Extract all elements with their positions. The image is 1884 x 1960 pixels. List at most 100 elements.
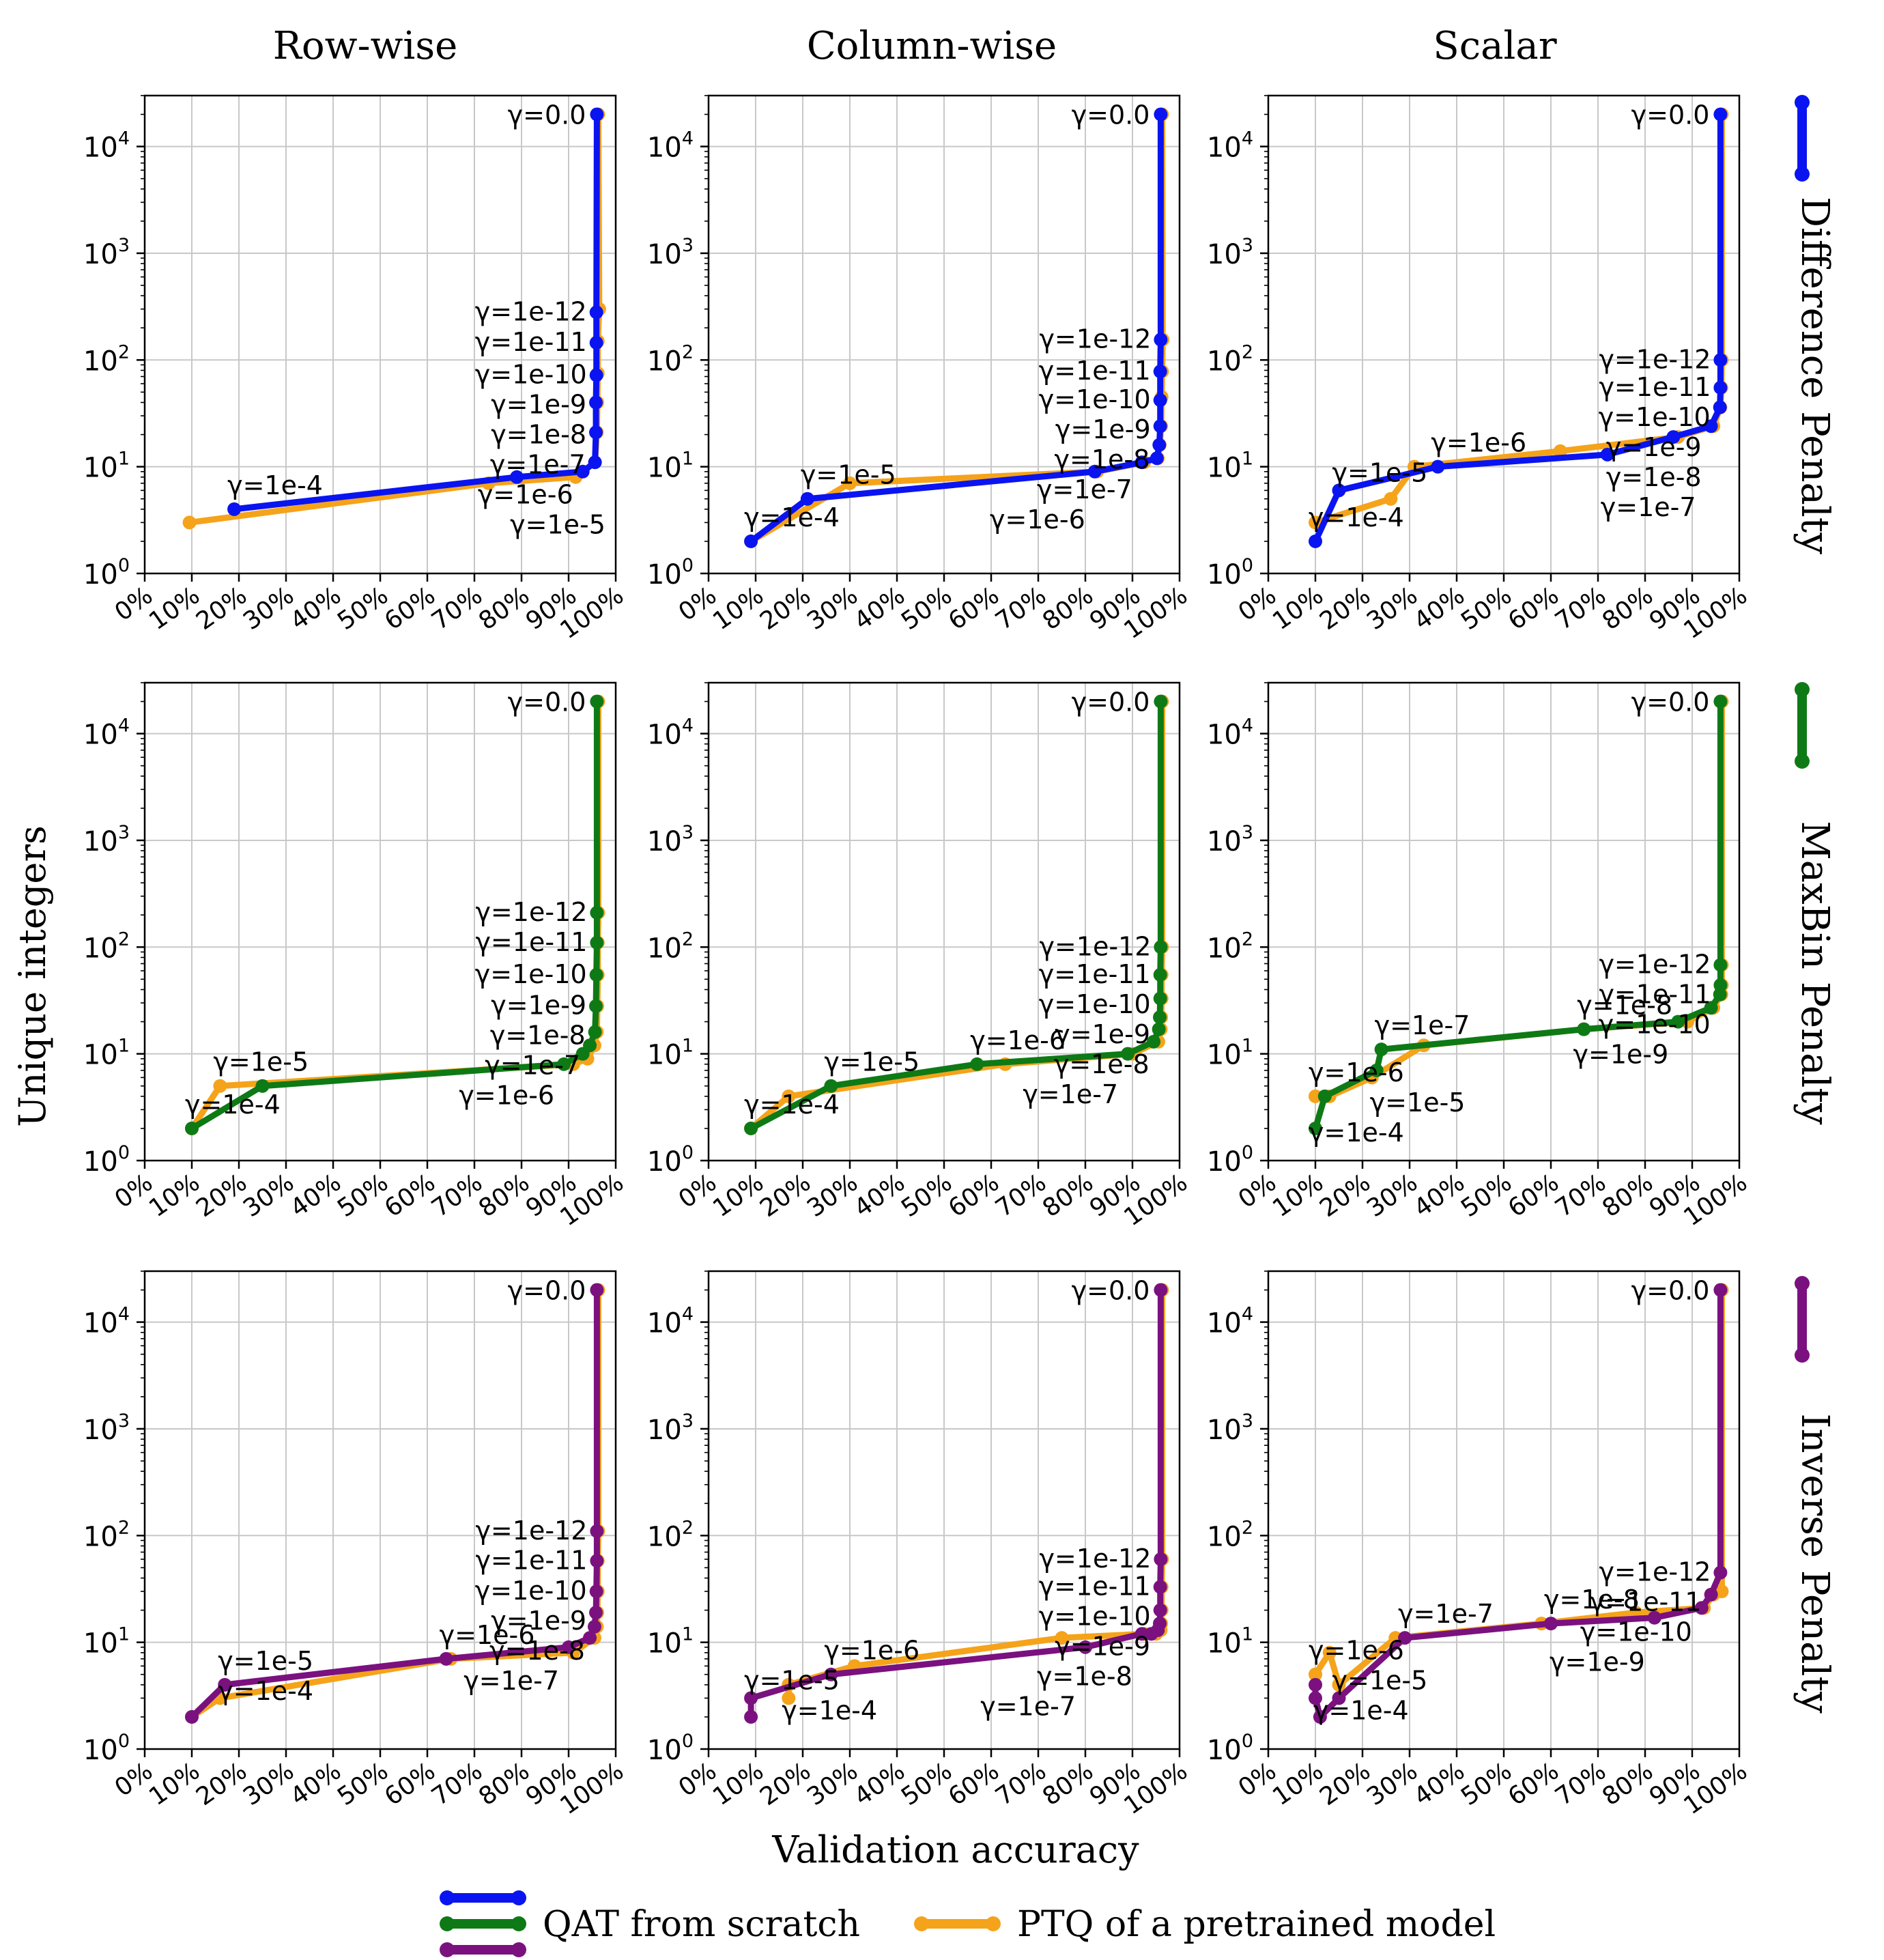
y-tick-label: 100 [83, 555, 130, 591]
gamma-annotation: γ=1e-12 [475, 897, 587, 927]
qat-series-point [1398, 1631, 1412, 1645]
x-tick-label: 60% [380, 582, 440, 636]
row-legend-green-icon [1795, 682, 1810, 769]
gamma-annotation: γ=1e-9 [491, 1606, 586, 1636]
y-tick-label: 101 [647, 1624, 694, 1660]
qat-series-point [1309, 534, 1322, 548]
col-title-scalar: Scalar [1433, 24, 1556, 68]
x-tick-label: 80% [474, 1757, 534, 1811]
qat-series-point [590, 1554, 604, 1568]
y-tick-label: 104 [647, 715, 694, 751]
ptq-series-point [182, 515, 197, 530]
x-tick-label: 80% [474, 1169, 534, 1223]
legend-qat-icon [440, 1890, 526, 1957]
ptq-series-point [1309, 515, 1322, 530]
qat-series-point [1694, 1601, 1709, 1615]
gamma-annotation: γ=1e-8 [1606, 462, 1702, 492]
gamma-annotation: γ=1e-6 [990, 505, 1085, 535]
x-tick-label: 80% [1597, 1757, 1658, 1811]
gamma-annotation: γ=1e-11 [475, 927, 587, 957]
gamma-annotation: γ=1e-7 [1375, 1010, 1470, 1040]
gamma-annotation: γ=0.0 [1072, 1276, 1150, 1306]
x-tick-label: 40% [285, 1169, 346, 1223]
qat-series-point [583, 1631, 597, 1645]
gamma-annotation: γ=1e-5 [510, 510, 605, 540]
qat-series-point [185, 1709, 199, 1724]
y-tick-label: 101 [647, 1036, 694, 1071]
qat-series-point [590, 905, 604, 920]
qat-series-point [587, 1619, 601, 1634]
qat-series-point [588, 1025, 602, 1039]
panel-r2-c1: 1001011021031040%10%20%30%40%50%60%70%80… [647, 1270, 1193, 1820]
ptq-series-point [1055, 1631, 1069, 1645]
qat-series-point [1317, 1089, 1332, 1103]
qat-series-point [1153, 365, 1167, 379]
y-tick-label: 103 [1207, 822, 1253, 857]
qat-series-point [1121, 1047, 1135, 1061]
gamma-annotation: γ=1e-12 [475, 296, 587, 326]
qat-series-point [1713, 353, 1728, 367]
qat-series-point [1713, 987, 1727, 1002]
qat-series-point [590, 107, 604, 122]
ptq-series-point [1553, 444, 1567, 458]
qat-series-point [824, 1079, 838, 1093]
y-tick-label: 103 [647, 1410, 694, 1446]
panel-r2-c0: 1001011021031040%10%20%30%40%50%60%70%80… [83, 1270, 629, 1820]
qat-series-point [1713, 1565, 1728, 1580]
gamma-annotation: γ=1e-4 [1309, 1118, 1404, 1148]
gamma-annotation: γ=1e-4 [1309, 502, 1404, 532]
gamma-annotation: γ=1e-10 [1039, 1602, 1151, 1632]
gamma-annotation: γ=1e-12 [475, 1516, 587, 1546]
qat-series-point [1704, 419, 1718, 434]
x-tick-label: 10% [1268, 1757, 1328, 1811]
x-tick-label: 20% [191, 1169, 252, 1223]
gamma-annotation: γ=1e-11 [475, 327, 587, 357]
x-tick-label: 10% [1268, 582, 1328, 636]
qat-series-point [589, 336, 603, 350]
gamma-annotation: γ=1e-8 [1544, 1585, 1640, 1615]
y-tick-label: 103 [1207, 1410, 1253, 1446]
gamma-annotation: γ=1e-4 [744, 502, 840, 532]
gamma-annotation: γ=1e-6 [459, 1081, 554, 1111]
qat-series-point [589, 425, 603, 440]
qat-series-point [1431, 459, 1445, 474]
x-tick-label: 10% [708, 1169, 769, 1223]
qat-series-point [255, 1079, 270, 1093]
gamma-annotation: γ=1e-6 [440, 1620, 535, 1650]
x-tick-label: 70% [1550, 1169, 1611, 1223]
y-tick-label: 100 [647, 1142, 694, 1178]
gamma-annotation: γ=1e-10 [1039, 384, 1151, 414]
panel-r1-c2: 1001011021031040%10%20%30%40%50%60%70%80… [1207, 681, 1752, 1232]
qat-series-point [510, 470, 524, 484]
qat-series-point [1713, 380, 1728, 395]
x-tick-label: 70% [990, 582, 1051, 636]
x-tick-label: 80% [1597, 1169, 1658, 1223]
qat-series-point [1369, 1063, 1384, 1077]
x-tick-label: 20% [755, 1757, 816, 1811]
gamma-annotation: γ=1e-9 [491, 390, 586, 420]
qat-series-point [1313, 1709, 1327, 1724]
gamma-annotation: γ=1e-5 [1370, 1088, 1466, 1118]
qat-series-point [1150, 451, 1164, 466]
panels: 1001011021031040%10%20%30%40%50%60%70%80… [83, 94, 1752, 1820]
qat-series-point [1374, 1042, 1388, 1057]
ptq-series-point [843, 476, 857, 490]
x-tick-label: 70% [427, 582, 487, 636]
qat-series-point [1332, 1691, 1346, 1705]
x-tick-label: 30% [1362, 1169, 1423, 1223]
gamma-annotation: γ=1e-11 [1599, 979, 1711, 1009]
gamma-annotation: γ=1e-8 [1037, 1662, 1132, 1692]
qat-series-point [1544, 1617, 1558, 1631]
y-tick-label: 102 [83, 928, 130, 964]
x-tick-label: 50% [1456, 582, 1517, 636]
x-tick-label: 70% [990, 1757, 1051, 1811]
gamma-annotation: γ=1e-9 [1055, 1632, 1150, 1662]
y-tick-label: 103 [83, 235, 130, 270]
ptq-series-point [1384, 492, 1398, 506]
gamma-annotation: γ=1e-6 [970, 1025, 1066, 1055]
y-tick-label: 102 [83, 1517, 130, 1552]
gamma-annotation: γ=0.0 [508, 1276, 586, 1306]
gamma-annotation: γ=1e-4 [1313, 1696, 1409, 1726]
y-tick-label: 102 [1207, 928, 1253, 964]
x-tick-label: 10% [708, 1757, 769, 1811]
